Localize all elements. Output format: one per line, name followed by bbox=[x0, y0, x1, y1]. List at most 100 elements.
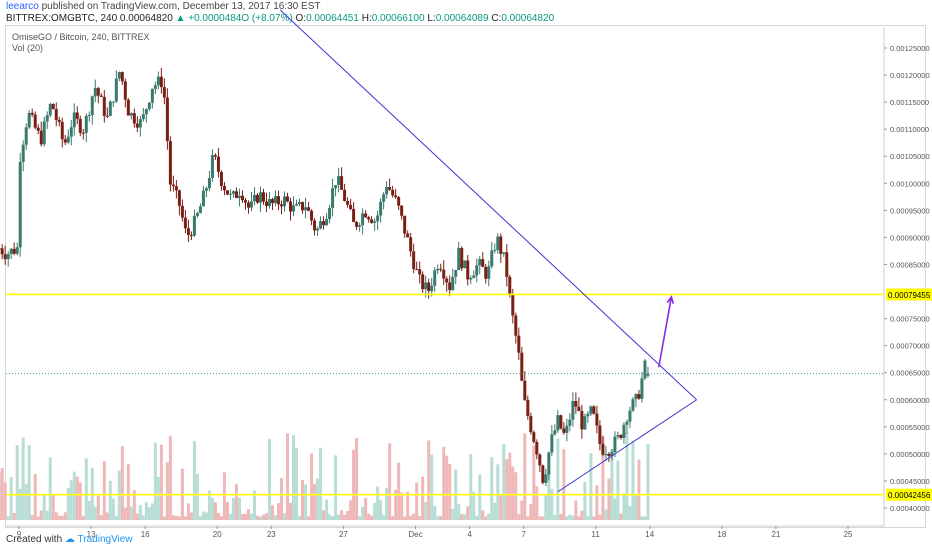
candle-body[interactable] bbox=[252, 194, 256, 202]
candle-body[interactable] bbox=[358, 225, 362, 227]
candle-body[interactable] bbox=[421, 274, 425, 290]
candle-body[interactable] bbox=[508, 276, 512, 295]
candle-body[interactable] bbox=[382, 194, 386, 202]
candle-body[interactable] bbox=[81, 132, 85, 134]
candle-body[interactable] bbox=[487, 266, 491, 279]
candle-body[interactable] bbox=[469, 278, 473, 280]
projection-arrow[interactable] bbox=[657, 296, 673, 368]
candle-body[interactable] bbox=[66, 136, 70, 143]
candle-body[interactable] bbox=[150, 88, 154, 103]
candle-body[interactable] bbox=[628, 410, 632, 422]
candle-body[interactable] bbox=[559, 415, 563, 429]
candle-body[interactable] bbox=[298, 202, 302, 204]
candle-body[interactable] bbox=[42, 121, 46, 145]
candle-body[interactable] bbox=[168, 141, 172, 185]
candle-body[interactable] bbox=[0, 248, 4, 255]
candle-body[interactable] bbox=[394, 195, 398, 198]
candle-body[interactable] bbox=[433, 270, 437, 286]
candle-body[interactable] bbox=[481, 259, 485, 268]
candle-body[interactable] bbox=[72, 112, 76, 128]
candle-body[interactable] bbox=[295, 203, 299, 206]
candle-body[interactable] bbox=[397, 197, 401, 206]
candle-body[interactable] bbox=[48, 104, 52, 116]
candle-body[interactable] bbox=[111, 101, 115, 103]
candle-body[interactable] bbox=[249, 201, 253, 208]
candle-body[interactable] bbox=[598, 425, 602, 444]
candle-body[interactable] bbox=[189, 235, 193, 237]
candle-body[interactable] bbox=[427, 282, 431, 292]
candle-body[interactable] bbox=[511, 294, 515, 316]
candle-body[interactable] bbox=[12, 248, 16, 254]
candle-body[interactable] bbox=[213, 155, 217, 157]
candle-body[interactable] bbox=[225, 190, 229, 195]
candle-body[interactable] bbox=[277, 196, 281, 205]
candle-body[interactable] bbox=[601, 443, 605, 455]
candle-body[interactable] bbox=[589, 406, 593, 414]
candle-body[interactable] bbox=[153, 85, 157, 89]
candle-body[interactable] bbox=[583, 416, 587, 430]
candle-body[interactable] bbox=[343, 189, 347, 201]
candle-body[interactable] bbox=[580, 411, 584, 430]
candle-body[interactable] bbox=[237, 195, 241, 198]
candle-body[interactable] bbox=[424, 282, 428, 290]
candle-body[interactable] bbox=[283, 196, 287, 207]
candle-body[interactable] bbox=[24, 127, 28, 145]
candle-body[interactable] bbox=[529, 416, 533, 433]
candle-body[interactable] bbox=[622, 424, 626, 438]
candle-body[interactable] bbox=[54, 109, 58, 120]
candle-body[interactable] bbox=[93, 88, 97, 97]
candle-body[interactable] bbox=[45, 115, 49, 122]
candle-body[interactable] bbox=[325, 219, 329, 226]
candle-body[interactable] bbox=[463, 260, 467, 269]
candle-body[interactable] bbox=[610, 452, 614, 457]
candle-body[interactable] bbox=[207, 177, 211, 189]
candle-body[interactable] bbox=[604, 454, 608, 456]
candle-body[interactable] bbox=[280, 204, 284, 207]
candle-body[interactable] bbox=[370, 219, 374, 223]
candle-body[interactable] bbox=[141, 114, 145, 120]
candle-body[interactable] bbox=[556, 415, 560, 431]
candle-body[interactable] bbox=[195, 213, 199, 216]
candle-body[interactable] bbox=[69, 127, 73, 137]
candle-body[interactable] bbox=[457, 248, 461, 271]
candle-body[interactable] bbox=[478, 259, 482, 266]
candle-body[interactable] bbox=[415, 269, 419, 271]
candle-body[interactable] bbox=[27, 112, 31, 128]
candle-body[interactable] bbox=[385, 186, 389, 195]
candle-body[interactable] bbox=[349, 204, 353, 209]
candle-body[interactable] bbox=[316, 228, 320, 231]
candle-body[interactable] bbox=[562, 428, 566, 433]
candle-body[interactable] bbox=[322, 221, 326, 226]
candle-body[interactable] bbox=[258, 192, 262, 203]
candle-body[interactable] bbox=[3, 254, 7, 260]
candle-body[interactable] bbox=[514, 315, 518, 336]
candle-body[interactable] bbox=[412, 251, 416, 270]
candle-body[interactable] bbox=[436, 268, 440, 271]
candle-body[interactable] bbox=[90, 96, 94, 115]
candle-body[interactable] bbox=[445, 278, 449, 283]
candle-body[interactable] bbox=[243, 200, 247, 203]
candle-body[interactable] bbox=[171, 184, 175, 187]
candle-body[interactable] bbox=[99, 95, 103, 97]
chart-frame[interactable] bbox=[5, 25, 926, 528]
trendline-descending[interactable] bbox=[279, 9, 697, 401]
candle-body[interactable] bbox=[625, 421, 629, 425]
candle-body[interactable] bbox=[496, 236, 500, 250]
candle-body[interactable] bbox=[102, 96, 106, 116]
candle-body[interactable] bbox=[376, 215, 380, 222]
candle-body[interactable] bbox=[186, 228, 190, 236]
candle-body[interactable] bbox=[631, 399, 635, 411]
candle-body[interactable] bbox=[261, 192, 265, 202]
candle-body[interactable] bbox=[607, 454, 611, 457]
candle-body[interactable] bbox=[219, 171, 223, 186]
candle-body[interactable] bbox=[313, 220, 317, 231]
candle-body[interactable] bbox=[135, 123, 139, 128]
candle-body[interactable] bbox=[571, 400, 575, 420]
candle-body[interactable] bbox=[75, 112, 79, 119]
candle-body[interactable] bbox=[33, 114, 37, 128]
candle-body[interactable] bbox=[144, 109, 148, 115]
candle-body[interactable] bbox=[526, 399, 530, 417]
candle-body[interactable] bbox=[451, 276, 455, 291]
candle-body[interactable] bbox=[246, 202, 250, 208]
